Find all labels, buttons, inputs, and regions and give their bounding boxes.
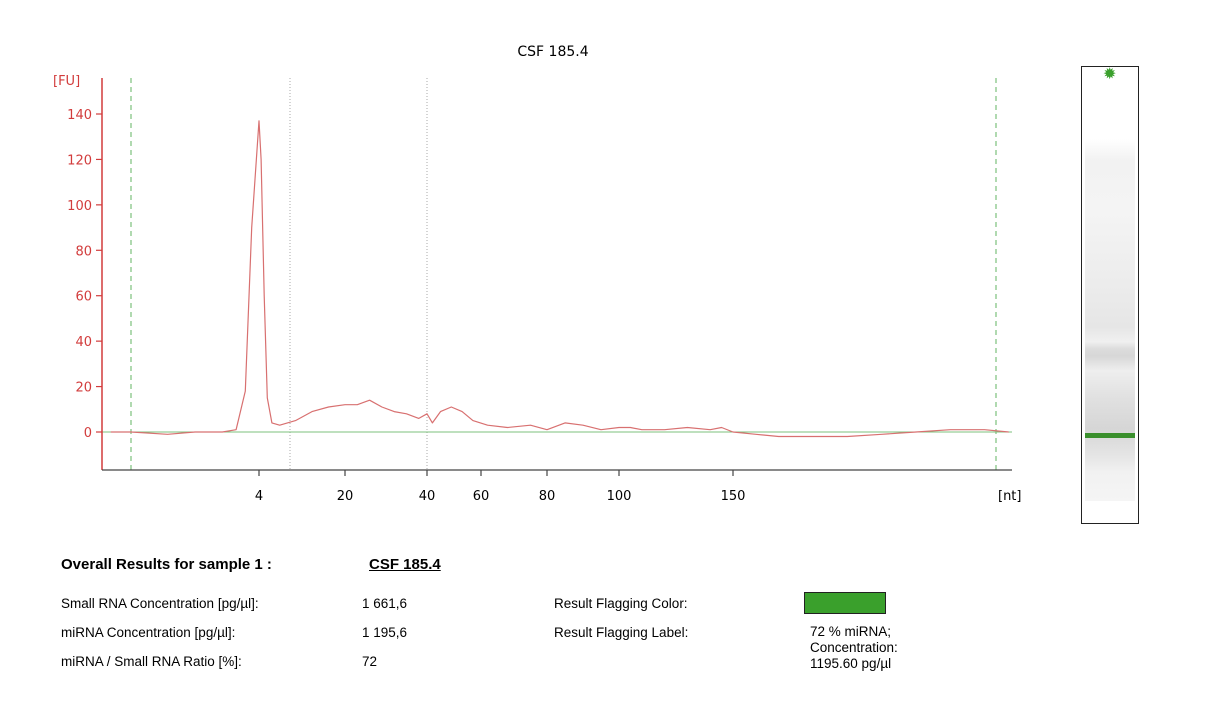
small-rna-concentration-label: Small RNA Concentration [pg/µl]:: [61, 596, 259, 611]
y-tick-label-1: 20: [75, 381, 92, 396]
flag-text-line-1: 72 % miRNA;: [810, 624, 892, 639]
y-tick-label-4: 80: [75, 244, 92, 259]
gel-smear: [1085, 139, 1135, 501]
x-axis-label: [nt]: [998, 489, 1021, 504]
results-heading: Overall Results for sample 1 :: [61, 556, 272, 573]
x-tick-label-1: 20: [337, 489, 354, 504]
result-flagging-color-label: Result Flagging Color:: [554, 596, 688, 611]
flag-text-line-3: 1195.60 pg/µl: [810, 656, 892, 671]
y-tick-label-2: 40: [75, 335, 92, 350]
result-flagging-label-label: Result Flagging Label:: [554, 625, 689, 640]
small-rna-concentration-value: 1 661,6: [362, 596, 408, 611]
mirna-ratio-value: 72: [362, 654, 378, 669]
lane-status-dot-icon: ✹: [1103, 66, 1117, 83]
overall-results-panel: Overall Results for sample 1 : CSF 185.4…: [61, 556, 961, 696]
gel-lower-marker-band: [1085, 433, 1135, 438]
y-tick-label-7: 140: [67, 108, 92, 123]
y-tick-label-3: 60: [75, 290, 92, 305]
result-flagging-color-swatch: [804, 592, 886, 614]
x-tick-label-5: 100: [607, 489, 632, 504]
y-tick-label-5: 100: [67, 199, 92, 214]
mirna-ratio-label: miRNA / Small RNA Ratio [%]:: [61, 654, 242, 669]
x-tick-label-3: 60: [473, 489, 490, 504]
x-tick-label-2: 40: [419, 489, 436, 504]
mirna-concentration-value: 1 195,6: [362, 625, 408, 640]
x-tick-label-0: 4: [255, 489, 263, 504]
mirna-concentration-label: miRNA Concentration [pg/µl]:: [61, 625, 236, 640]
flag-text-line-2: Concentration:: [810, 640, 898, 655]
y-tick-label-0: 0: [84, 426, 92, 441]
y-axis-label: [FU]: [53, 74, 80, 89]
x-tick-label-6: 150: [721, 489, 746, 504]
result-flagging-label-text: 72 % miRNA; Concentration: 1195.60 pg/µl: [810, 624, 970, 672]
plot-area: 0 20 40 60 80 100 120 140 4 20 40 60 80 100 150: [67, 78, 1012, 504]
chart-title: CSF 185.4: [517, 44, 588, 60]
electropherogram-chart: CSF 185.4 [FU] [nt] 0 20 40 60 80 100 120 140 4 2…: [53, 44, 1021, 504]
gel-lane-image: ✹: [1081, 66, 1139, 524]
y-tick-label-6: 120: [67, 153, 92, 168]
trace-line-0: [110, 120, 1009, 438]
results-sample-name: CSF 185.4: [369, 556, 441, 573]
x-tick-label-4: 80: [539, 489, 556, 504]
